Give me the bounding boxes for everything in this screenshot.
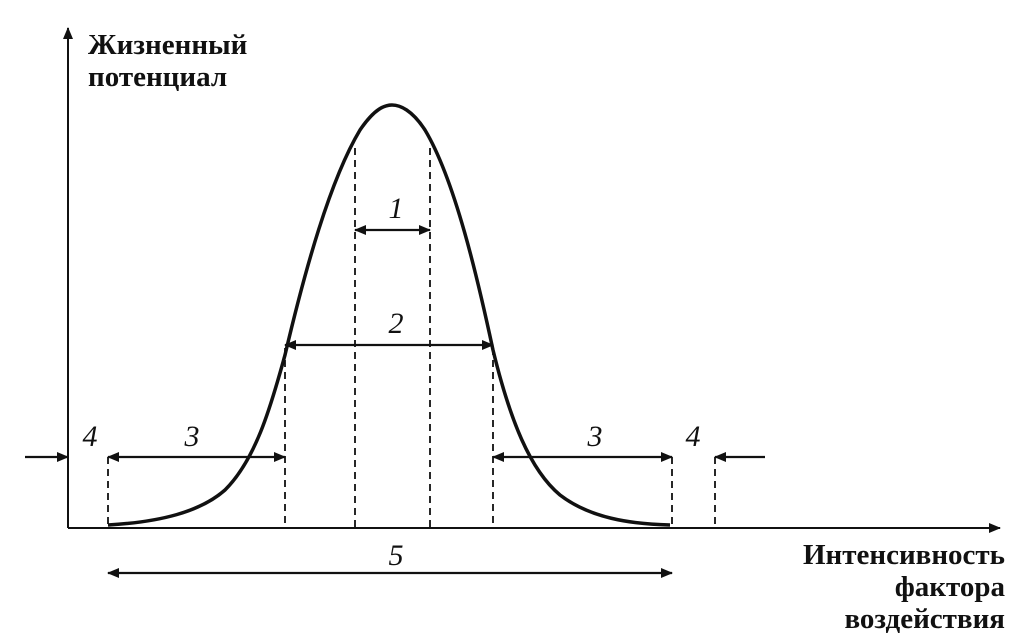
x-axis-label: фактора: [895, 571, 1006, 603]
y-axis-label: Жизненный: [88, 29, 247, 61]
dashed-guides: [107, 148, 716, 528]
x-axis-label: Интенсивность: [803, 539, 1005, 571]
zone-label: 2: [389, 307, 404, 340]
zone-label: 1: [389, 192, 404, 225]
zone-label: 3: [587, 420, 603, 453]
y-axis-label: потенциал: [88, 61, 227, 93]
zone-label: 3: [184, 420, 200, 453]
x-axis-label: воздействия: [844, 603, 1005, 635]
zone-label: 4: [686, 420, 701, 453]
zone-label: 4: [83, 420, 98, 453]
zone-arrows: [25, 225, 765, 578]
zone-label: 5: [389, 539, 404, 572]
